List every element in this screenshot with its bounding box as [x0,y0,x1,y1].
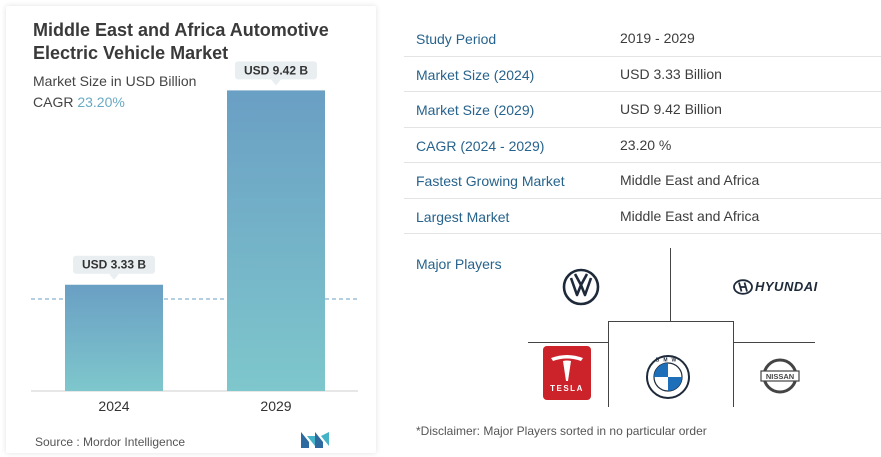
info-value: Middle East and Africa [620,207,760,224]
mordor-intelligence-logo [301,432,329,448]
data-label-pointer [271,79,281,86]
volkswagen-logo [562,268,600,306]
data-label: USD 3.33 B [82,258,146,272]
info-row: Market Size (2024) USD 3.33 Billion [404,57,881,92]
info-value: Middle East and Africa [620,172,760,188]
info-row: Study Period 2019 - 2029 [404,21,881,57]
info-row: Largest Market Middle East and Africa [404,199,881,234]
info-value: USD 9.42 Billion [620,101,722,117]
bar-2024 [65,284,163,391]
info-row: Market Size (2029) USD 9.42 Billion [404,92,881,128]
cagr-label: CAGR [33,94,74,110]
info-row: CAGR (2024 - 2029) 23.20 % [404,128,881,163]
info-value: 2019 - 2029 [620,30,695,46]
hyundai-wordmark: HYUNDAI [755,279,818,294]
grid-divider [608,321,733,322]
info-key: Study Period [416,31,497,47]
hyundai-emblem-icon [733,279,753,295]
hyundai-logo: HYUNDAI [733,278,817,298]
major-players-label: Major Players [416,256,502,272]
bmw-logo: BMW [646,355,690,399]
data-label-box [73,255,155,274]
x-tick-label: 2029 [260,398,291,414]
data-label: USD 9.42 B [244,63,308,77]
info-key: Market Size (2029) [416,102,535,118]
info-key: Fastest Growing Market [416,173,565,189]
source-text: Source : Mordor Intelligence [35,435,186,449]
grid-divider [670,248,671,321]
tesla-wordmark: TESLA [550,384,584,393]
grid-divider [608,321,609,407]
info-key: Largest Market [416,208,510,225]
disclaimer-text: *Disclaimer: Major Players sorted in no … [416,424,707,438]
x-tick-label: 2024 [98,398,129,414]
nissan-wordmark: NISSAN [766,372,794,381]
info-value: USD 3.33 Billion [620,65,722,82]
info-row: Fastest Growing Market Middle East and A… [404,163,881,199]
grid-divider [733,321,734,407]
info-table: Study Period 2019 - 2029 Market Size (20… [404,21,881,234]
info-key: Market Size (2024) [416,66,535,83]
chart-card: Middle East and Africa Automotive Electr… [6,6,376,453]
info-panel: Study Period 2019 - 2029 Market Size (20… [392,0,881,457]
grid-divider [528,342,608,343]
grid-divider [733,342,815,343]
data-label-box [235,61,317,80]
info-key: CAGR (2024 - 2029) [416,137,545,154]
tesla-t-icon [551,355,583,381]
data-label-pointer [109,273,119,280]
bar-2029 [227,90,325,392]
tesla-logo: TESLA [543,346,591,400]
cagr-line: CAGR 23.20% [33,94,125,110]
chart-title: Middle East and Africa Automotive Electr… [33,20,329,63]
chart-subtitle: Market Size in USD Billion [33,73,197,89]
nissan-logo: NISSAN [760,358,800,394]
cagr-value: 23.20% [77,94,125,110]
bar-chart: USD 3.33 B 2024 USD 9.42 B 2029 [31,61,358,414]
info-value: 23.20 % [620,136,672,153]
bmw-wordmark: BMW [656,358,681,364]
